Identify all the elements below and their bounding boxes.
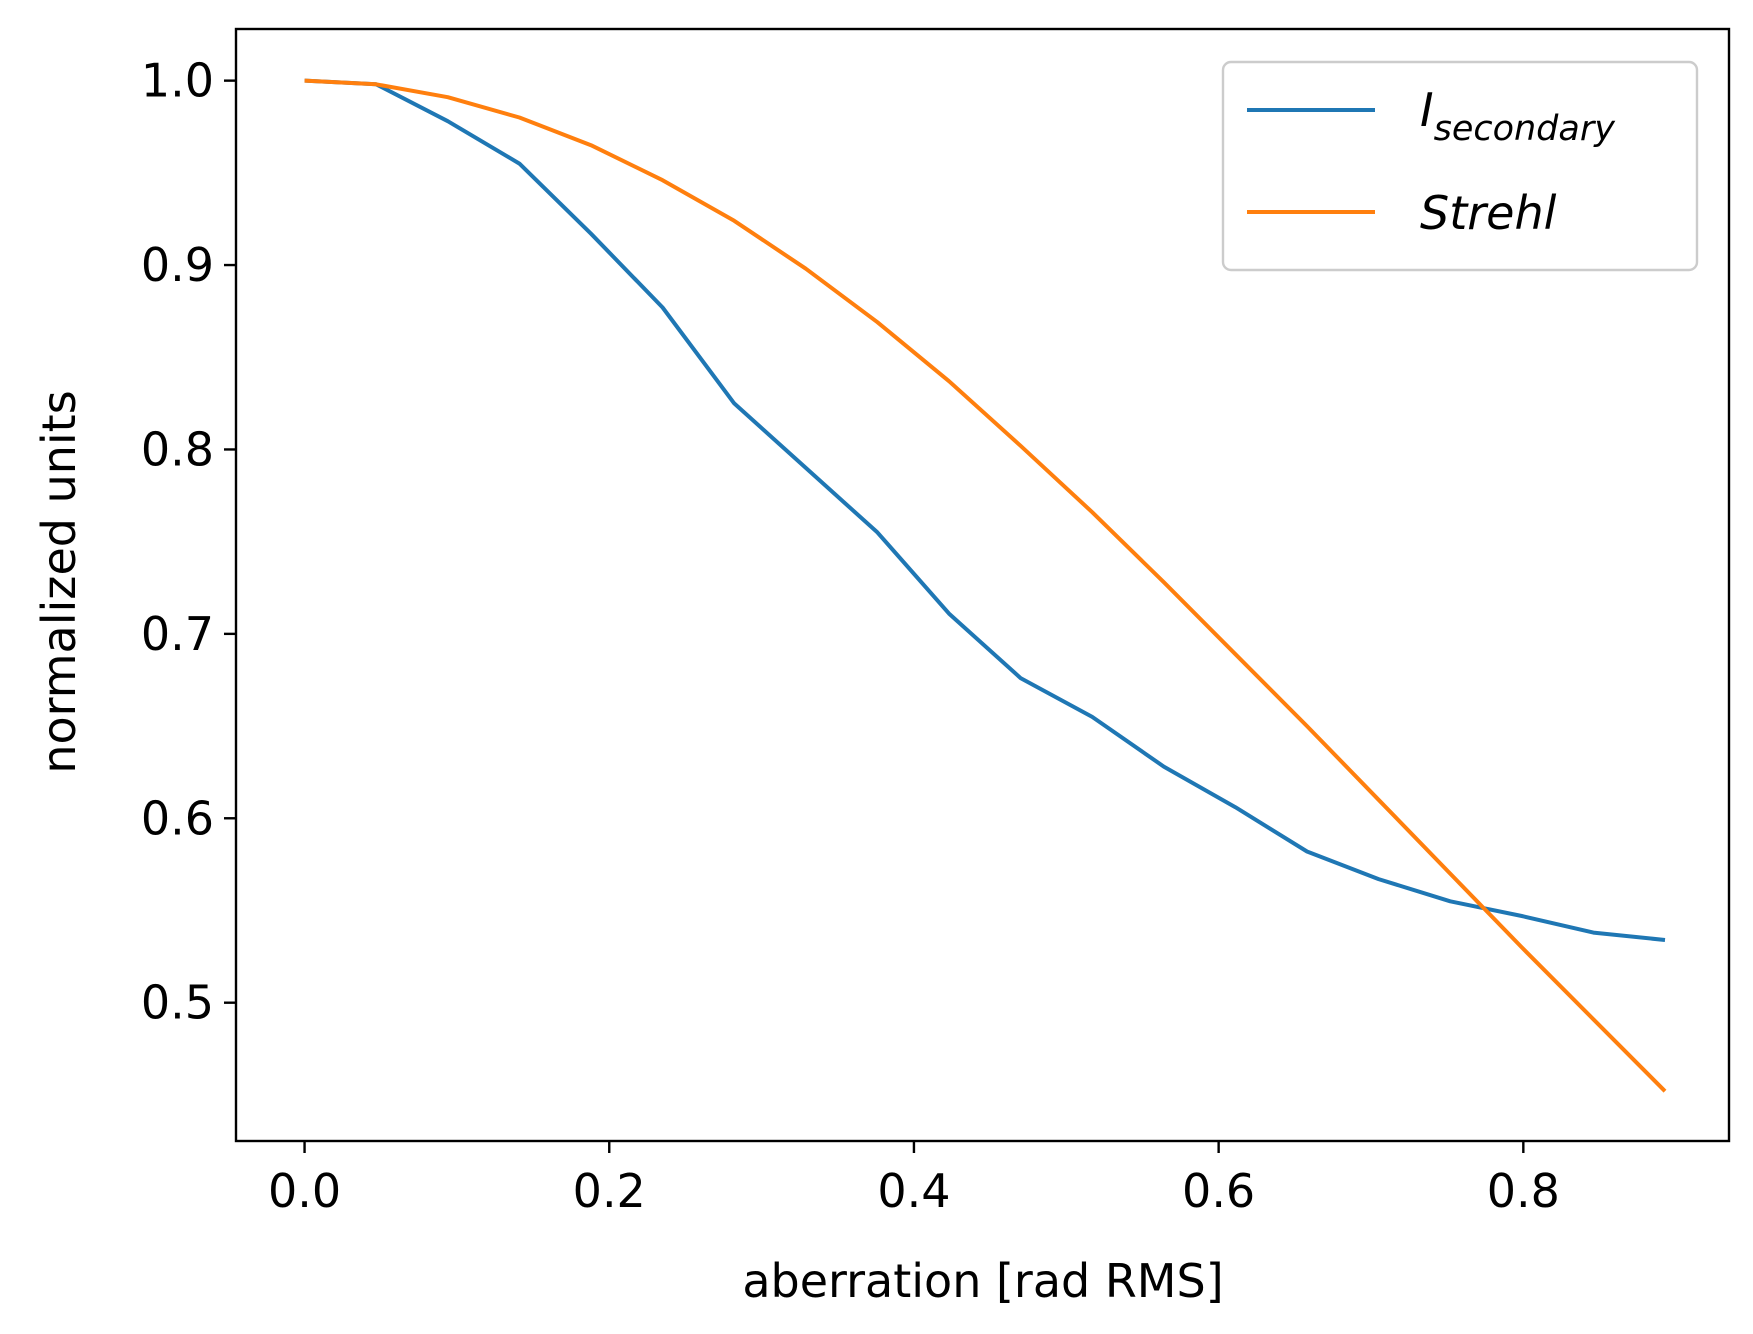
legend-label-subscript: secondary: [1434, 109, 1617, 149]
y-tick-label: 0.5: [141, 976, 214, 1030]
x-tick-label: 0.2: [573, 1164, 646, 1218]
series-line-i-secondary: [304, 78, 1666, 942]
y-tick-label: 0.7: [141, 607, 214, 661]
y-axis-label: normalized units: [32, 390, 86, 773]
x-tick-label: 0.8: [1487, 1164, 1560, 1218]
legend-label-i-secondary: Isecondary: [1420, 83, 1616, 149]
x-axis-ticks: 0.0 0.2 0.4 0.6 0.8: [268, 1141, 1560, 1218]
series-layer: [304, 78, 1667, 1093]
y-tick-label: 0.6: [141, 791, 214, 845]
legend-box: [1221, 60, 1699, 272]
x-tick-label: 0.6: [1182, 1164, 1255, 1218]
y-tick-label: 0.8: [141, 422, 214, 476]
legend-label-strehl: Strehl: [1420, 186, 1557, 240]
y-tick-label: 1.0: [141, 54, 214, 108]
y-tick-label: 0.9: [141, 238, 214, 292]
x-tick-label: 0.0: [268, 1164, 341, 1218]
x-axis-label: aberration [rad RMS]: [742, 1254, 1223, 1308]
series-line-strehl: [304, 78, 1667, 1093]
legend: Isecondary Strehl: [1221, 60, 1699, 272]
x-tick-label: 0.4: [877, 1164, 950, 1218]
plot-area-frame: [234, 27, 1731, 1143]
legend-label-main: I: [1420, 83, 1434, 137]
y-axis-ticks: 0.5 0.6 0.7 0.8 0.9 1.0: [141, 54, 236, 1030]
